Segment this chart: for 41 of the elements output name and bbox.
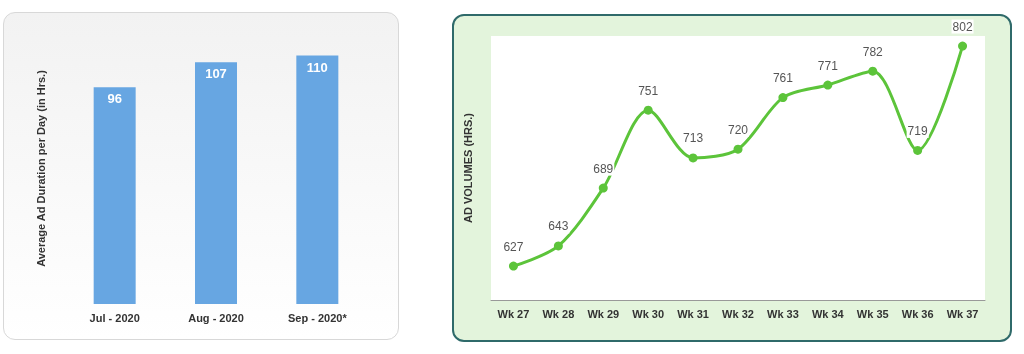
data-label: 782 — [862, 44, 884, 59]
point — [823, 80, 833, 90]
point — [778, 93, 788, 103]
x-tick-label: Aug - 2020 — [188, 311, 244, 324]
y-axis-title: AD VOLUMES (HRS.) — [461, 112, 474, 223]
data-label: 771 — [817, 58, 839, 73]
x-tick-label: Wk 27 — [497, 307, 530, 320]
x-tick-label: Wk 35 — [856, 307, 889, 320]
data-label: 751 — [638, 83, 659, 98]
data-label: 761 — [772, 71, 794, 86]
x-tick-label: Wk 32 — [722, 307, 754, 320]
data-label: 802 — [952, 19, 973, 34]
data-label: 720 — [727, 122, 749, 137]
point — [598, 183, 608, 193]
point — [733, 144, 743, 154]
data-label: 719 — [907, 123, 928, 138]
x-tick-label: Wk 34 — [811, 307, 845, 320]
point — [913, 145, 923, 155]
x-tick-label: Jul - 2020 — [89, 311, 140, 324]
x-tick-label: Wk 33 — [767, 307, 799, 320]
x-tick-label: Wk 29 — [587, 307, 620, 320]
point — [508, 261, 518, 271]
point — [958, 41, 968, 51]
point — [868, 66, 878, 76]
point — [688, 153, 698, 163]
data-label: 96 — [107, 91, 122, 107]
data-label: 643 — [548, 219, 569, 234]
data-label: 627 — [503, 239, 524, 254]
x-tick-label: Sep - 2020* — [287, 311, 348, 324]
point — [643, 105, 653, 115]
x-tick-label: Wk 31 — [677, 307, 709, 320]
point — [553, 241, 563, 251]
data-label: 110 — [306, 59, 328, 75]
x-tick-label: Wk 36 — [901, 307, 934, 320]
data-label: 713 — [683, 131, 704, 146]
y-axis-title: Average Ad Duration per Day (in Hrs.) — [34, 69, 47, 267]
data-label: 107 — [205, 66, 227, 82]
x-tick-label: Wk 30 — [632, 307, 665, 320]
x-tick-label: Wk 28 — [542, 307, 575, 320]
data-label: 689 — [593, 161, 614, 176]
x-tick-label: Wk 37 — [946, 307, 979, 320]
